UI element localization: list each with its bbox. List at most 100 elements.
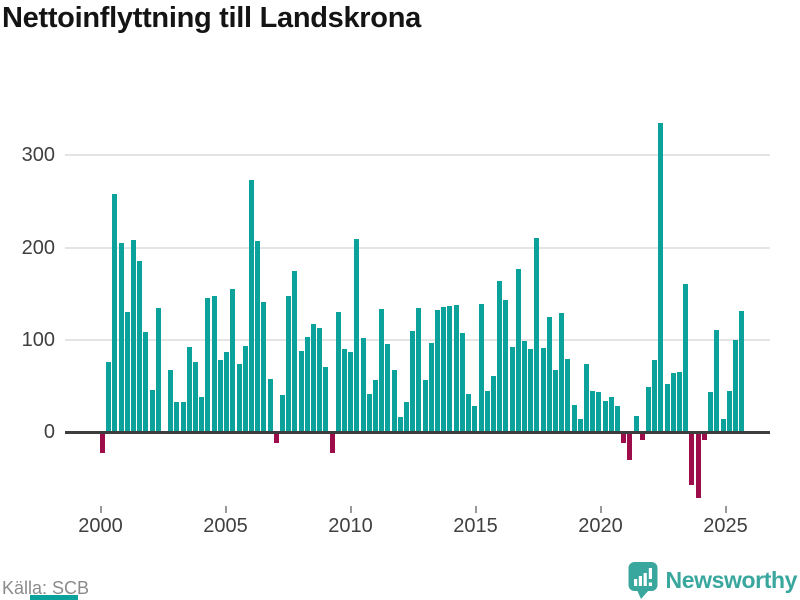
newsworthy-logo-text: Newsworthy bbox=[665, 566, 798, 593]
bar bbox=[608, 396, 614, 432]
x-axis-tick-label: 2020 bbox=[578, 515, 623, 537]
bar bbox=[211, 295, 217, 432]
x-axis-tick bbox=[349, 506, 352, 513]
bar bbox=[478, 303, 484, 432]
bar bbox=[689, 432, 695, 485]
bar bbox=[683, 284, 689, 432]
newsworthy-logo[interactable]: Newsworthy bbox=[628, 561, 797, 599]
bar bbox=[379, 309, 385, 432]
bar bbox=[695, 432, 701, 499]
x-axis-tick bbox=[599, 506, 602, 513]
bar bbox=[168, 370, 174, 432]
bar bbox=[503, 300, 509, 432]
bar bbox=[490, 375, 496, 432]
bar bbox=[497, 280, 503, 432]
bar bbox=[341, 349, 347, 432]
x-axis-tick bbox=[224, 506, 227, 513]
bar bbox=[199, 396, 205, 432]
bar bbox=[528, 349, 534, 432]
bar bbox=[515, 268, 521, 432]
bar bbox=[348, 351, 354, 432]
bar bbox=[317, 327, 323, 432]
bar bbox=[149, 389, 155, 432]
bar bbox=[565, 359, 571, 432]
x-axis-tick-label: 2015 bbox=[453, 515, 498, 537]
bar bbox=[180, 402, 186, 432]
bar bbox=[329, 432, 335, 454]
x-axis-tick-label: 2005 bbox=[203, 515, 248, 537]
bar bbox=[242, 346, 248, 432]
bar bbox=[186, 347, 192, 432]
bar bbox=[279, 395, 285, 432]
y-axis-tick-label: 300 bbox=[21, 144, 55, 167]
bar bbox=[639, 432, 645, 441]
bar bbox=[373, 380, 379, 432]
bar bbox=[701, 432, 707, 441]
bar bbox=[708, 392, 714, 432]
bar bbox=[273, 432, 279, 444]
bar bbox=[720, 419, 726, 432]
bar bbox=[583, 363, 589, 432]
bar bbox=[174, 401, 180, 432]
bar bbox=[410, 330, 416, 432]
bar bbox=[546, 316, 552, 432]
x-axis-tick-label: 2000 bbox=[78, 515, 123, 537]
bottom-accent-strip bbox=[30, 595, 78, 600]
bar bbox=[540, 348, 546, 432]
bar bbox=[304, 337, 310, 432]
bar bbox=[726, 391, 732, 432]
bar bbox=[646, 386, 652, 432]
bar bbox=[267, 379, 273, 432]
bar bbox=[428, 342, 434, 432]
bar bbox=[559, 313, 565, 432]
bar bbox=[732, 339, 738, 432]
bar bbox=[124, 312, 130, 432]
bar bbox=[106, 361, 112, 432]
bar bbox=[670, 372, 676, 432]
bar bbox=[627, 432, 633, 460]
bar bbox=[155, 308, 161, 432]
bar bbox=[404, 401, 410, 432]
bar bbox=[658, 123, 664, 432]
bar bbox=[354, 239, 360, 432]
newsworthy-icon bbox=[628, 562, 658, 599]
bar bbox=[739, 311, 745, 432]
bar bbox=[577, 419, 583, 432]
x-axis-tick bbox=[724, 506, 727, 513]
bar bbox=[422, 380, 428, 432]
x-axis-tick-label: 2025 bbox=[703, 515, 748, 537]
bar bbox=[112, 194, 118, 432]
bar bbox=[143, 331, 149, 432]
bar bbox=[664, 384, 670, 432]
bar bbox=[323, 367, 329, 432]
bar bbox=[435, 310, 441, 432]
bar bbox=[360, 337, 366, 432]
bar bbox=[230, 289, 236, 432]
bar bbox=[298, 350, 304, 432]
bar bbox=[453, 304, 459, 432]
x-axis-tick bbox=[99, 506, 102, 513]
bar bbox=[224, 351, 230, 432]
bar bbox=[472, 406, 478, 432]
bar bbox=[571, 405, 577, 432]
bar bbox=[397, 417, 403, 432]
bar bbox=[447, 305, 453, 432]
bar bbox=[652, 360, 658, 432]
bar bbox=[261, 301, 267, 432]
bar bbox=[335, 312, 341, 432]
bar bbox=[534, 238, 540, 432]
bar bbox=[459, 333, 465, 432]
x-axis-tick bbox=[474, 506, 477, 513]
bar bbox=[391, 370, 397, 432]
bar bbox=[385, 344, 391, 432]
x-axis-tick-label: 2010 bbox=[328, 515, 373, 537]
bar bbox=[633, 416, 639, 432]
gridline-200 bbox=[65, 246, 770, 249]
bar bbox=[131, 240, 137, 432]
bar bbox=[596, 392, 602, 432]
bar bbox=[366, 394, 372, 432]
x-axis-zero-line bbox=[65, 430, 770, 434]
bar bbox=[416, 308, 422, 432]
bar bbox=[677, 372, 683, 432]
